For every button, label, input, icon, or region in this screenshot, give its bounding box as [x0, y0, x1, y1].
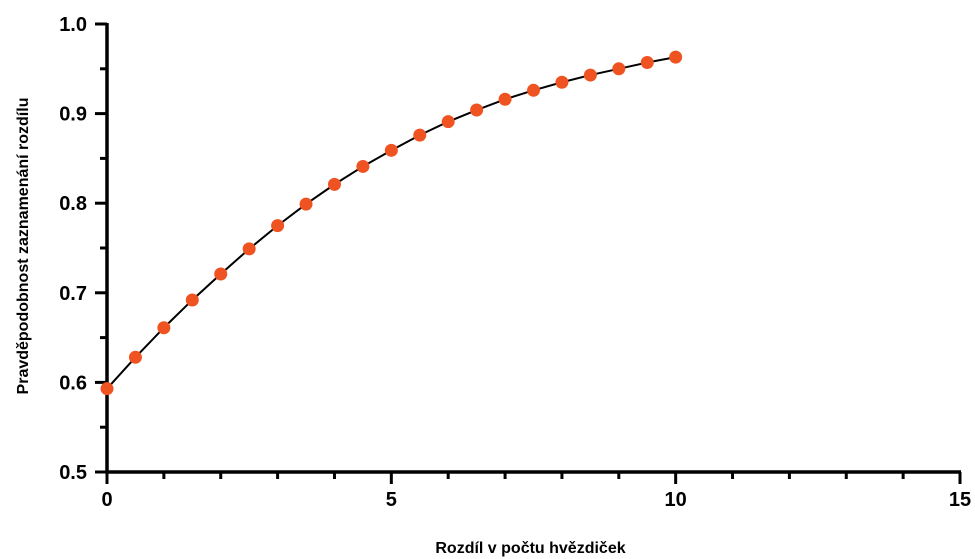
data-point: [100, 382, 114, 396]
data-point: [128, 350, 142, 364]
x-tick-label: 5: [386, 489, 397, 511]
y-tick-label: 0.6: [59, 372, 87, 394]
data-point: [555, 75, 569, 89]
data-point: [271, 219, 285, 233]
data-points: [100, 50, 683, 396]
data-point: [669, 50, 683, 64]
data-point: [157, 321, 171, 335]
data-point: [470, 103, 484, 117]
data-point: [441, 115, 455, 129]
fit-curve-group: [106, 56, 676, 390]
x-tick-label: 10: [665, 489, 687, 511]
y-tick-label: 1.0: [59, 14, 87, 36]
data-point: [583, 68, 597, 82]
y-tick-label: 0.8: [59, 193, 87, 215]
data-point: [498, 92, 512, 106]
data-point: [242, 242, 256, 256]
x-tick-label: 15: [949, 489, 971, 511]
x-axis-title: Rozdíl v počtu hvězdiček: [435, 540, 625, 557]
y-tick-label: 0.7: [59, 283, 87, 305]
data-point: [214, 267, 228, 281]
data-point: [612, 62, 626, 76]
fit-curve: [106, 56, 676, 390]
ticks: 0 5 10 15 0.5 0.6 0.7 0.8 0.9 1.0: [59, 14, 971, 511]
data-point: [640, 56, 654, 70]
x-tick-label: 0: [101, 489, 112, 511]
y-axis-title: Pravděpodobnost zaznamenání rozdílu: [15, 98, 32, 395]
data-point: [185, 293, 199, 307]
y-tick-label: 0.5: [59, 462, 87, 484]
data-point: [384, 143, 398, 157]
data-point: [299, 197, 313, 211]
data-point: [356, 159, 370, 173]
data-point: [413, 128, 427, 142]
y-tick-label: 0.9: [59, 104, 87, 126]
data-point: [527, 83, 540, 97]
data-point: [327, 177, 341, 191]
